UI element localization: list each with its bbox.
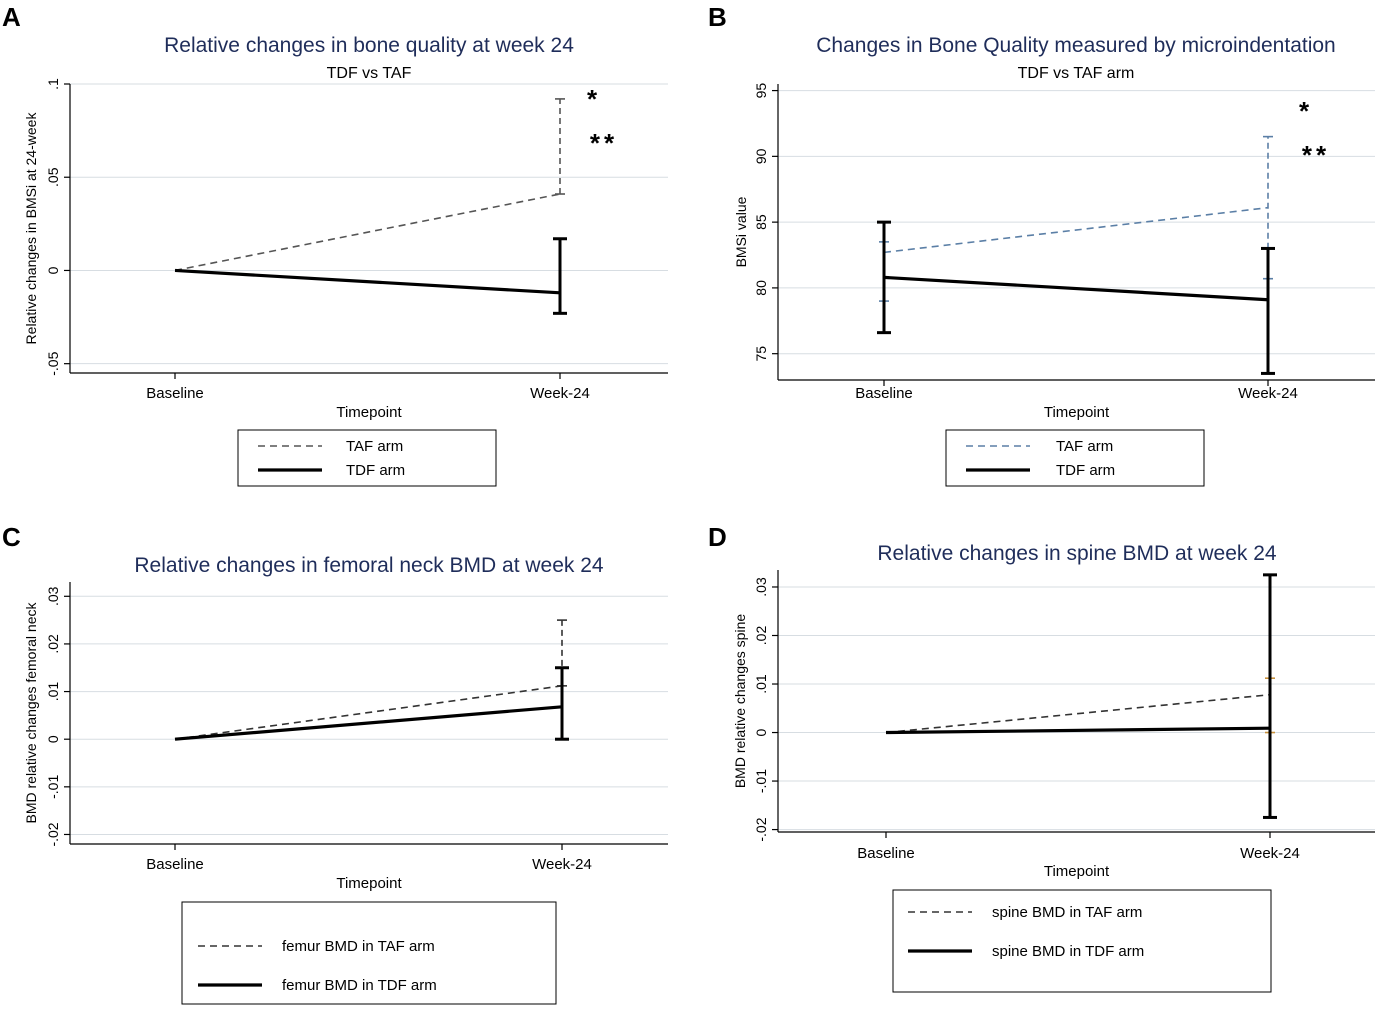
y-tick-label: .03	[753, 577, 769, 597]
chart-subtitle: TDF vs TAF	[327, 65, 412, 82]
y-tick-label: 75	[753, 346, 769, 362]
legend-box	[892, 889, 1272, 993]
legend-label: femur BMD in TAF arm	[282, 938, 435, 955]
y-axis-label: BMD relative changes spine	[732, 614, 748, 789]
legend-label: femur BMD in TDF arm	[282, 977, 437, 994]
y-axis-label: BMD relative changes femoral neck	[23, 602, 39, 824]
y-tick-label: .1	[45, 78, 61, 90]
y-tick-label: .02	[753, 626, 769, 646]
series-line-taf	[174, 685, 563, 740]
chart-subtitle: TDF vs TAF arm	[1018, 65, 1135, 82]
legend-label: TAF arm	[1056, 438, 1113, 455]
significance-annotation: **	[590, 128, 618, 158]
panel-letter-c: C	[2, 522, 21, 552]
series-line-taf	[885, 693, 1271, 734]
series-line-taf	[883, 206, 1269, 254]
chart-title: Relative changes in bone quality at week…	[164, 34, 574, 57]
y-tick-label: .01	[45, 682, 61, 702]
y-tick-label: 80	[753, 280, 769, 296]
series-line-tdf	[174, 268, 561, 295]
y-tick-label: .03	[45, 586, 61, 606]
y-tick-label: -.05	[45, 351, 61, 375]
y-tick-label: .05	[45, 167, 61, 187]
y-tick-label: .02	[45, 634, 61, 654]
significance-annotation: *	[587, 84, 601, 114]
x-tick-label: Baseline	[146, 385, 204, 402]
x-tick-label: Baseline	[855, 385, 913, 402]
y-tick-label: -.01	[753, 769, 769, 793]
series-line-tdf	[174, 705, 563, 741]
legend-label: TDF arm	[1056, 462, 1115, 479]
legend-box	[945, 429, 1205, 487]
y-tick-label: 90	[753, 148, 769, 164]
series-line-tdf	[885, 726, 1271, 735]
series-line-taf	[174, 193, 561, 272]
chart-title: Relative changes in femoral neck BMD at …	[134, 554, 604, 577]
y-tick-label: 0	[45, 735, 61, 743]
y-tick-label: 0	[753, 728, 769, 736]
x-tick-label: Week-24	[530, 385, 590, 402]
legend-label: spine BMD in TDF arm	[992, 943, 1144, 960]
x-tick-label: Week-24	[1238, 385, 1298, 402]
panel-letter-d: D	[708, 522, 727, 552]
y-axis-label: Relative changes in BMSi at 24-week	[23, 112, 39, 345]
significance-annotation: *	[1299, 96, 1313, 126]
x-tick-label: Baseline	[857, 845, 915, 862]
significance-annotation: **	[1302, 140, 1330, 170]
y-tick-label: 85	[753, 214, 769, 230]
y-tick-label: 0	[45, 266, 61, 274]
x-axis-label: Timepoint	[336, 875, 402, 892]
panel-letter-a: A	[2, 2, 21, 32]
legend-label: TAF arm	[346, 438, 403, 455]
x-tick-label: Baseline	[146, 856, 204, 873]
x-axis-label: Timepoint	[1044, 863, 1110, 880]
x-tick-label: Week-24	[532, 856, 592, 873]
y-tick-label: -.02	[45, 822, 61, 846]
y-tick-label: -.01	[45, 775, 61, 799]
y-axis-label: BMSi value	[733, 196, 749, 267]
x-tick-label: Week-24	[1240, 845, 1300, 862]
y-tick-label: 95	[753, 83, 769, 99]
x-axis-label: Timepoint	[1044, 404, 1110, 421]
y-tick-label: -.02	[753, 817, 769, 841]
x-axis-label: Timepoint	[336, 404, 402, 421]
y-tick-label: .01	[753, 674, 769, 694]
legend-box	[181, 901, 557, 1005]
legend-label: TDF arm	[346, 462, 405, 479]
chart-title: Changes in Bone Quality measured by micr…	[816, 34, 1335, 57]
legend-label: spine BMD in TAF arm	[992, 904, 1142, 921]
panel-letter-b: B	[708, 2, 727, 32]
series-line-tdf	[883, 275, 1269, 302]
chart-title: Relative changes in spine BMD at week 24	[877, 542, 1277, 565]
legend-box	[237, 429, 497, 487]
